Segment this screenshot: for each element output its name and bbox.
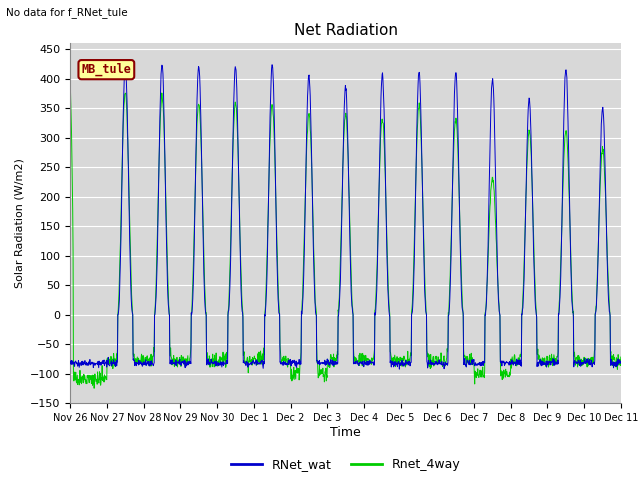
Text: No data for f_RNet_tule: No data for f_RNet_tule xyxy=(6,7,128,18)
Y-axis label: Solar Radiation (W/m2): Solar Radiation (W/m2) xyxy=(15,158,25,288)
Legend: RNet_wat, Rnet_4way: RNet_wat, Rnet_4way xyxy=(226,453,465,476)
Text: MB_tule: MB_tule xyxy=(81,63,131,76)
Title: Net Radiation: Net Radiation xyxy=(294,23,397,38)
X-axis label: Time: Time xyxy=(330,426,361,439)
